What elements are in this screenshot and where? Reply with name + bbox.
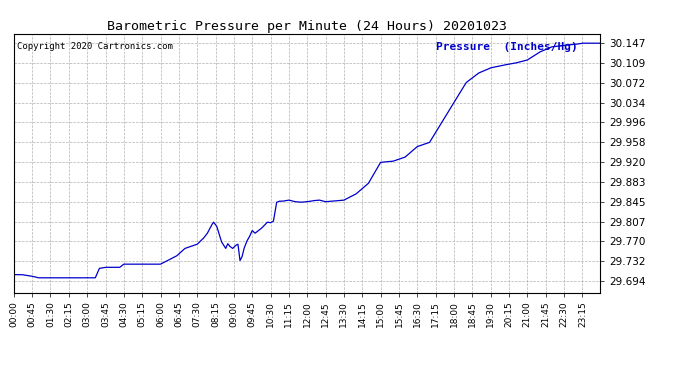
Text: Pressure  (Inches/Hg): Pressure (Inches/Hg) — [436, 42, 578, 51]
Title: Barometric Pressure per Minute (24 Hours) 20201023: Barometric Pressure per Minute (24 Hours… — [107, 20, 507, 33]
Text: Copyright 2020 Cartronics.com: Copyright 2020 Cartronics.com — [17, 42, 172, 51]
